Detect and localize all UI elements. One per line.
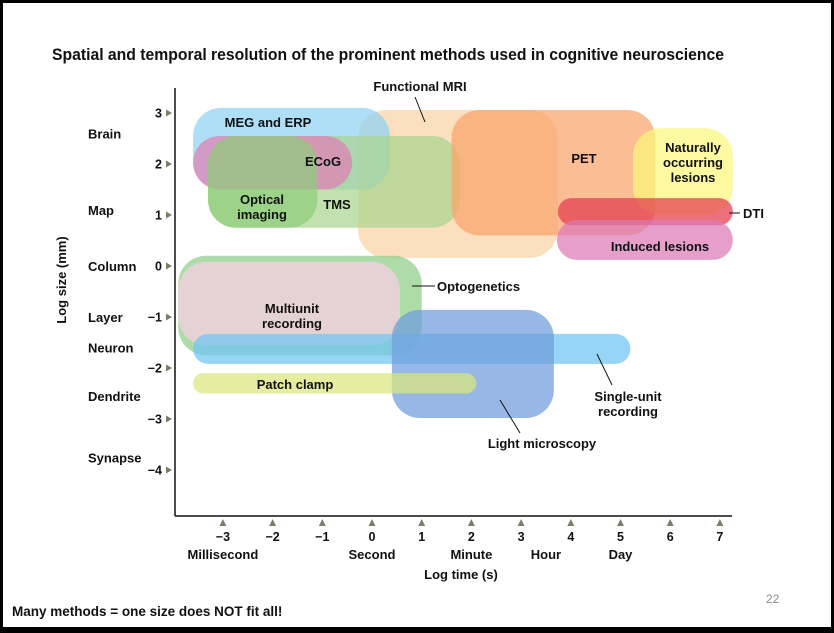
- region-dti: [557, 198, 733, 226]
- label-tms: TMS: [323, 197, 351, 212]
- label-multiunit: Multiunit recording: [262, 301, 322, 331]
- x-tick-label: −1: [315, 530, 329, 544]
- x-tick-mark: [617, 519, 624, 526]
- label-ecog: ECoG: [305, 154, 341, 169]
- y-named-label: Layer: [88, 310, 123, 325]
- y-tick-label: −2: [148, 362, 162, 376]
- x-tick-label: 3: [518, 530, 525, 544]
- region-naturally-occurring-lesions: [632, 128, 733, 215]
- single-unit-leader-line: [596, 353, 613, 386]
- y-tick-mark: [166, 415, 172, 423]
- x-named-label: Hour: [531, 547, 561, 562]
- x-tick-mark: [666, 519, 674, 526]
- y-named-label: Column: [88, 259, 136, 274]
- x-tick-label: 2: [468, 530, 475, 544]
- y-tick-label: 2: [155, 158, 162, 172]
- label-fmri: Functional MRI: [373, 79, 466, 94]
- y-tick-label: 0: [155, 260, 162, 274]
- label-induced-lesions: Induced lesions: [611, 239, 709, 254]
- y-tick-label: 1: [155, 209, 162, 223]
- x-tick-label: 4: [567, 530, 574, 544]
- label-natural-lesions: Naturally occurring lesions: [663, 140, 723, 185]
- x-tick-mark: [318, 519, 326, 526]
- regions-layer: [178, 107, 733, 418]
- region-light-microscopy: [391, 309, 554, 418]
- x-tick-label: −2: [265, 530, 279, 544]
- x-tick-label: 7: [716, 530, 723, 544]
- label-light-microscopy: Light microscopy: [488, 436, 597, 451]
- light-microscopy-leader-line: [499, 399, 521, 434]
- page-number: 22: [766, 592, 780, 606]
- x-tick-label: −3: [216, 530, 230, 544]
- y-tick-mark: [166, 160, 172, 168]
- region-optical-imaging: [207, 135, 318, 228]
- chart-title: Spatial and temporal resolution of the p…: [52, 45, 724, 64]
- y-axis-label: Log size (mm): [54, 236, 69, 323]
- x-tick-mark: [517, 519, 525, 526]
- x-tick-mark: [567, 519, 575, 526]
- x-tick-label: 1: [418, 530, 425, 544]
- y-tick-mark: [166, 211, 172, 219]
- x-named-label: Minute: [450, 547, 492, 562]
- ticks-layer: 3 2 1 0 −1 −2 −3 −4 −3 −2 −1 0 1 2 3 4 5 6 7 Millisecond Sec…: [88, 107, 723, 563]
- x-tick-mark: [368, 519, 376, 526]
- x-tick-mark: [219, 519, 227, 526]
- region-patch-clamp: [193, 373, 477, 394]
- region-multiunit-recording: [178, 261, 400, 346]
- label-patch-clamp: Patch clamp: [257, 377, 334, 392]
- label-single-unit: Single-unit recording: [594, 389, 662, 419]
- footer-text: Many methods = one size does NOT fit all…: [12, 604, 282, 619]
- x-axis-label: Log time (s): [424, 567, 498, 582]
- y-tick-mark: [166, 313, 172, 321]
- x-tick-label: 6: [667, 530, 674, 544]
- y-named-label: Neuron: [88, 341, 134, 356]
- y-named-label: Brain: [88, 126, 121, 141]
- label-meg-erp: MEG and ERP: [225, 115, 312, 130]
- y-named-label: Dendrite: [88, 389, 141, 404]
- y-named-label: Map: [88, 203, 114, 218]
- label-optogenetics: Optogenetics: [437, 279, 520, 294]
- y-tick-label: 3: [155, 107, 162, 121]
- y-tick-label: −4: [148, 464, 162, 478]
- x-tick-mark: [269, 519, 277, 526]
- x-tick-mark: [716, 519, 724, 526]
- y-named-label: Synapse: [88, 450, 141, 465]
- y-tick-label: −3: [148, 413, 162, 427]
- label-pet: PET: [571, 151, 596, 166]
- x-named-label: Second: [349, 547, 396, 562]
- x-named-label: Day: [609, 547, 634, 562]
- x-tick-label: 5: [617, 530, 624, 544]
- x-tick-label: 0: [369, 530, 376, 544]
- y-tick-mark: [166, 364, 172, 372]
- y-tick-label: −1: [148, 311, 162, 325]
- x-tick-mark: [467, 519, 475, 526]
- y-tick-mark: [166, 262, 172, 270]
- label-dti: DTI: [743, 206, 764, 221]
- region-induced-lesions: [556, 220, 733, 260]
- fmri-leader-line: [414, 96, 426, 123]
- y-tick-mark: [166, 109, 172, 117]
- x-tick-mark: [418, 519, 426, 526]
- y-tick-mark: [166, 466, 172, 474]
- x-named-label: Millisecond: [188, 547, 259, 562]
- label-optical-imaging: Optical imaging: [237, 192, 287, 222]
